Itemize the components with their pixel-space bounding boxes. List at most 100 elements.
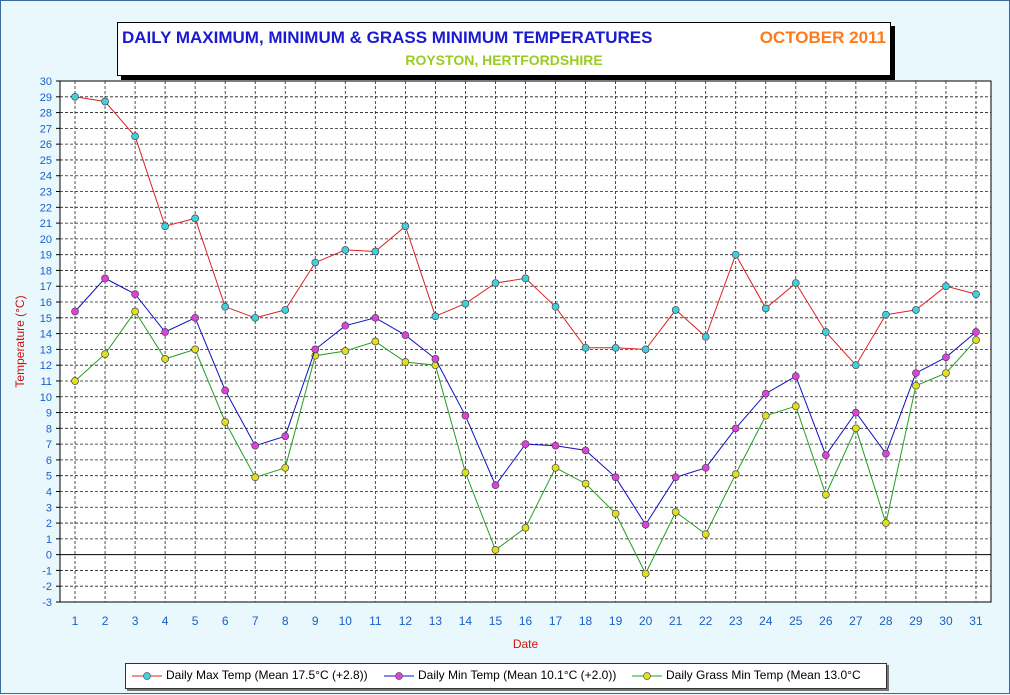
- chart-title: DAILY MAXIMUM, MINIMUM & GRASS MINIMUM T…: [122, 28, 653, 47]
- data-point-min: [761, 389, 770, 398]
- data-point-max: [611, 343, 620, 352]
- data-point-min: [912, 369, 920, 377]
- data-point-min: [281, 432, 290, 441]
- data-point-min: [431, 355, 440, 363]
- data-point-grass: [281, 463, 290, 472]
- data-point-max: [161, 222, 169, 231]
- data-point-max: [701, 332, 710, 341]
- data-point-min: [882, 449, 890, 458]
- chart-subtitle: ROYSTON, HERTFORDSHIRE: [405, 52, 603, 68]
- y-tick-label: 19: [40, 250, 52, 262]
- data-point-min: [131, 290, 139, 298]
- data-point-max: [401, 222, 410, 231]
- x-tick-label: 15: [489, 614, 503, 628]
- x-tick-label: 24: [759, 614, 773, 628]
- y-tick-label: 0: [46, 550, 52, 562]
- y-tick-label: 8: [46, 423, 52, 435]
- data-point-grass: [101, 350, 109, 358]
- y-tick-label: 4: [46, 486, 52, 498]
- x-tick-label: 18: [579, 614, 593, 628]
- data-point-grass: [521, 523, 530, 532]
- data-point-grass: [611, 509, 620, 518]
- x-tick-label: 2: [102, 614, 109, 628]
- x-axis-label: Date: [513, 637, 539, 651]
- y-tick-label: 9: [46, 408, 52, 420]
- x-tick-label: 30: [939, 614, 953, 628]
- data-point-grass: [491, 546, 500, 554]
- y-tick-label: 26: [40, 139, 52, 151]
- x-tick-label: 21: [669, 614, 683, 628]
- y-tick-label: 5: [46, 471, 52, 483]
- y-tick-label: 25: [40, 155, 52, 167]
- y-tick-label: 20: [40, 234, 52, 246]
- data-point-max: [281, 306, 290, 314]
- y-tick-label: 15: [40, 313, 52, 325]
- y-axis-label: Temperature (°C): [13, 295, 27, 387]
- y-tick-label: -1: [42, 565, 52, 577]
- data-point-max: [791, 279, 800, 287]
- legend-item-grass: Daily Grass Min Temp (Mean 13.0°C: [632, 668, 861, 682]
- data-point-min: [671, 473, 680, 482]
- y-tick-label: 6: [46, 455, 52, 467]
- y-tick-label: 23: [40, 187, 52, 199]
- y-tick-label: 18: [40, 265, 52, 277]
- data-point-max: [852, 361, 860, 370]
- x-tick-label: 27: [849, 614, 863, 628]
- data-point-min: [461, 411, 470, 420]
- y-tick-label: -2: [42, 581, 52, 593]
- data-point-grass: [761, 411, 770, 420]
- x-tick-label: 3: [132, 614, 139, 628]
- data-point-min: [641, 520, 650, 529]
- y-tick-label: 3: [46, 502, 52, 514]
- x-tick-label: 13: [429, 614, 443, 628]
- data-point-max: [131, 132, 139, 141]
- data-point-grass: [821, 490, 830, 499]
- y-tick-label: 14: [40, 329, 52, 341]
- y-tick-label: 16: [40, 297, 52, 309]
- x-tick-label: 6: [222, 614, 229, 628]
- x-tick-label: 28: [879, 614, 893, 628]
- data-point-grass: [671, 508, 680, 516]
- data-point-max: [972, 290, 980, 298]
- data-point-min: [551, 441, 560, 450]
- data-point-max: [371, 247, 380, 256]
- legend-min-label: Daily Min Temp (Mean 10.1°C (+2.0)): [418, 668, 617, 682]
- data-point-grass: [221, 418, 230, 426]
- x-tick-label: 16: [519, 614, 533, 628]
- y-tick-label: 17: [40, 281, 52, 293]
- y-tick-label: 13: [40, 344, 52, 356]
- y-tick-label: 10: [40, 392, 52, 404]
- data-point-min: [972, 328, 980, 336]
- data-point-max: [431, 312, 440, 321]
- data-point-grass: [882, 519, 890, 527]
- data-point-grass: [641, 569, 650, 578]
- data-point-grass: [701, 530, 710, 538]
- data-point-min: [611, 473, 620, 482]
- y-tick-label: 22: [40, 202, 52, 214]
- legend-item-min: Daily Min Temp (Mean 10.1°C (+2.0)): [384, 668, 616, 682]
- x-tick-label: 10: [339, 614, 353, 628]
- title-box: DAILY MAXIMUM, MINIMUM & GRASS MINIMUM T…: [117, 22, 891, 76]
- data-point-max: [581, 343, 590, 352]
- data-point-grass: [461, 468, 470, 477]
- data-point-max: [461, 299, 470, 308]
- data-point-grass: [401, 358, 410, 366]
- data-point-grass: [71, 377, 79, 385]
- y-tick-label: 29: [40, 92, 52, 104]
- data-point-min: [852, 408, 860, 417]
- data-point-min: [311, 345, 320, 354]
- x-tick-label: 17: [549, 614, 563, 628]
- legend: Daily Max Temp (Mean 17.5°C (+2.8)) Dail…: [125, 663, 887, 689]
- x-tick-label: 20: [639, 614, 653, 628]
- data-point-max: [251, 313, 260, 322]
- data-point-grass: [942, 369, 950, 377]
- y-tick-label: 27: [40, 123, 52, 135]
- y-tick-label: 1: [46, 534, 52, 546]
- x-tick-label: 8: [282, 614, 289, 628]
- x-tick-label: 9: [312, 614, 319, 628]
- data-point-min: [401, 331, 410, 340]
- data-point-max: [821, 328, 830, 336]
- data-point-min: [101, 274, 109, 283]
- data-point-grass: [161, 355, 169, 363]
